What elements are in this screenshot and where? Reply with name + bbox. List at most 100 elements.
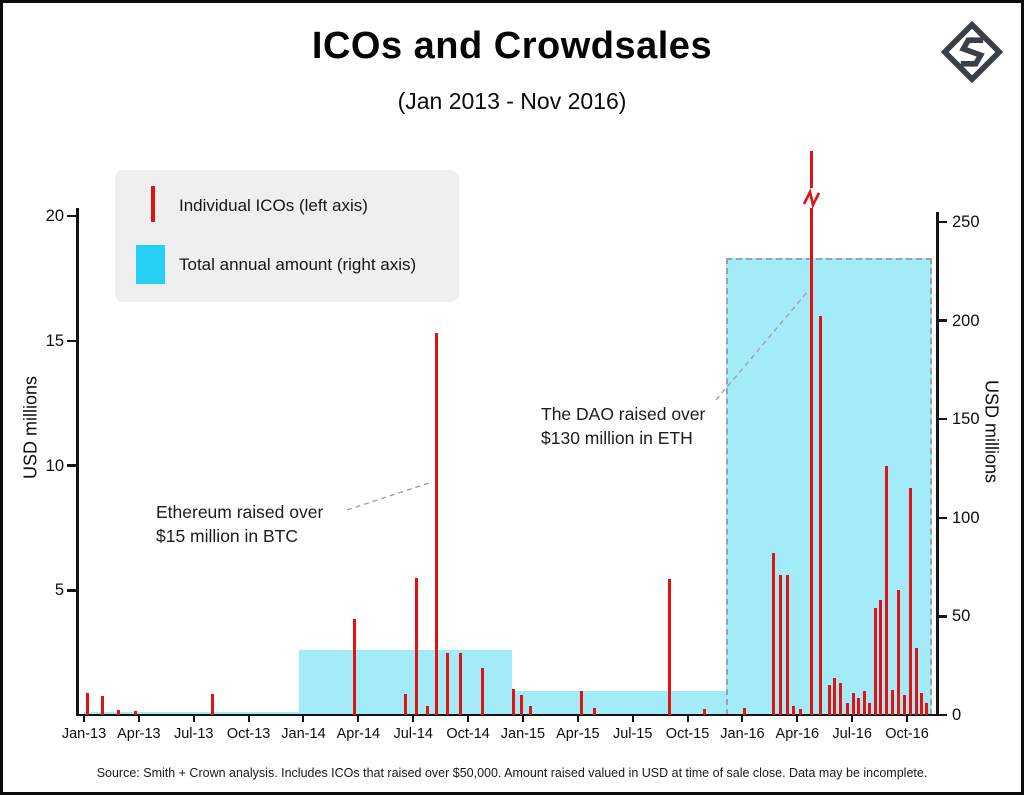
ico-bar [851, 692, 855, 715]
x-axis-tick-label: Jan-16 [720, 726, 765, 742]
ico-bar [897, 590, 901, 715]
ico-bar [459, 652, 463, 715]
page-title: ICOs and Crowdsales [311, 25, 713, 67]
ico-bar [133, 711, 137, 715]
ico-bar [838, 682, 842, 715]
ico-bar [117, 710, 121, 715]
ico-bar [415, 577, 419, 715]
ico-bar [779, 575, 783, 715]
right-axis-tick [938, 516, 947, 520]
ico-bar [924, 702, 928, 715]
ico-bar [885, 465, 889, 715]
right-axis-tick-label: 250 [952, 213, 980, 231]
right-axis-tick [938, 319, 947, 322]
x-axis-tick-label: Oct-15 [665, 726, 710, 742]
right-axis-tick-label: 50 [952, 607, 971, 626]
x-axis-tick-label: Apr-14 [336, 726, 381, 742]
x-axis-tick-label: Jul-13 [173, 726, 214, 742]
ico-bar-dao-offscale [809, 151, 813, 715]
right-axis-tick [938, 615, 947, 618]
right-axis-tick-label: 100 [952, 508, 980, 527]
x-axis-tick [521, 715, 524, 722]
ico-bar [446, 652, 450, 715]
legend-label-annual: Total annual amount (right axis) [179, 255, 417, 274]
x-axis-tick-label: Apr-13 [117, 726, 161, 742]
ico-bar [404, 693, 408, 715]
x-axis-tick [576, 715, 579, 722]
ico-bar [772, 552, 776, 715]
x-axis-tick [796, 715, 799, 722]
legend-label-icos: Individual ICOs (left axis) [179, 196, 368, 215]
ico-bar [920, 692, 924, 715]
ico-bar [667, 579, 671, 715]
ico-bar [846, 702, 850, 715]
ico-bar [862, 691, 866, 715]
x-axis-tick [467, 715, 470, 722]
left-axis-tick [67, 589, 76, 592]
x-axis-tick [686, 715, 689, 722]
left-axis-tick-label: 20 [45, 207, 64, 225]
x-axis-tick [906, 715, 909, 722]
x-axis-tick [247, 715, 250, 722]
ico-bar [592, 707, 596, 715]
right-axis-tick-label: 200 [952, 311, 980, 330]
page-subtitle: (Jan 2013 - Nov 2016) [397, 88, 627, 114]
x-axis-tick [302, 715, 305, 722]
ico-bar [100, 696, 104, 715]
x-axis-tick-label: Oct-16 [885, 726, 929, 742]
x-axis-tick-label: Jul-15 [612, 726, 653, 742]
legend: Individual ICOs (left axis) Total annual… [115, 170, 459, 302]
x-axis-tick-label: Jan-15 [500, 726, 546, 742]
right-axis-title: USD millions [981, 379, 1002, 484]
ico-bar [909, 487, 913, 715]
right-axis-tick [938, 220, 947, 224]
ico-bar [481, 667, 485, 715]
left-axis-tick-label: 5 [54, 581, 64, 600]
x-axis-tick-label: Jan-13 [61, 726, 107, 742]
annual-total-block-2016 [725, 257, 932, 715]
ico-bar [914, 647, 918, 715]
x-axis-tick-label: Jul-16 [832, 726, 872, 742]
x-axis-tick [631, 715, 634, 722]
ico-bar [792, 706, 796, 715]
x-axis-tick [192, 715, 195, 722]
annual-total-swatch-icon [136, 245, 165, 284]
ico-bar [512, 688, 516, 715]
x-axis-line [76, 713, 940, 716]
ico-bar [818, 315, 822, 715]
right-axis-tick-label: 150 [952, 410, 980, 429]
left-axis-tick [67, 339, 76, 342]
ico-bar [519, 695, 523, 715]
right-axis-tick [938, 417, 947, 421]
ico-bar [210, 693, 214, 715]
ico-bar [873, 607, 877, 715]
ico-bar [426, 706, 430, 715]
x-axis-tick [851, 715, 854, 722]
ico-bar [879, 600, 883, 715]
ico-bar [435, 333, 439, 715]
ico-bar [833, 677, 837, 715]
x-axis-tick [412, 715, 415, 722]
axis-break-marker-icon [802, 188, 821, 209]
ico-bar [868, 702, 872, 715]
annotation-ethereum-line2: $15 million in BTC [156, 526, 298, 546]
ico-bar [579, 691, 583, 715]
left-axis-tick-label: 10 [45, 456, 64, 475]
x-axis-tick [357, 715, 360, 722]
right-axis-line [936, 212, 939, 715]
annual-total-block-2015 [511, 691, 726, 715]
ico-bar [798, 708, 802, 715]
left-axis-tick [67, 464, 76, 467]
annotation-ethereum-line1: Ethereum raised over [156, 502, 324, 522]
ico-bar [827, 685, 831, 715]
left-axis-tick [67, 214, 76, 218]
left-axis-line [76, 208, 79, 715]
ico-bar [702, 708, 706, 715]
smith-crown-logo-icon [940, 20, 1004, 84]
left-axis-title: USD millions [20, 375, 41, 480]
left-axis-tick-label: 15 [45, 331, 64, 350]
annotation-ethereum: Ethereum raised over $15 million in BTC [156, 500, 323, 548]
x-axis-tick-label: Jul-14 [393, 726, 433, 742]
ico-bar [528, 706, 532, 715]
